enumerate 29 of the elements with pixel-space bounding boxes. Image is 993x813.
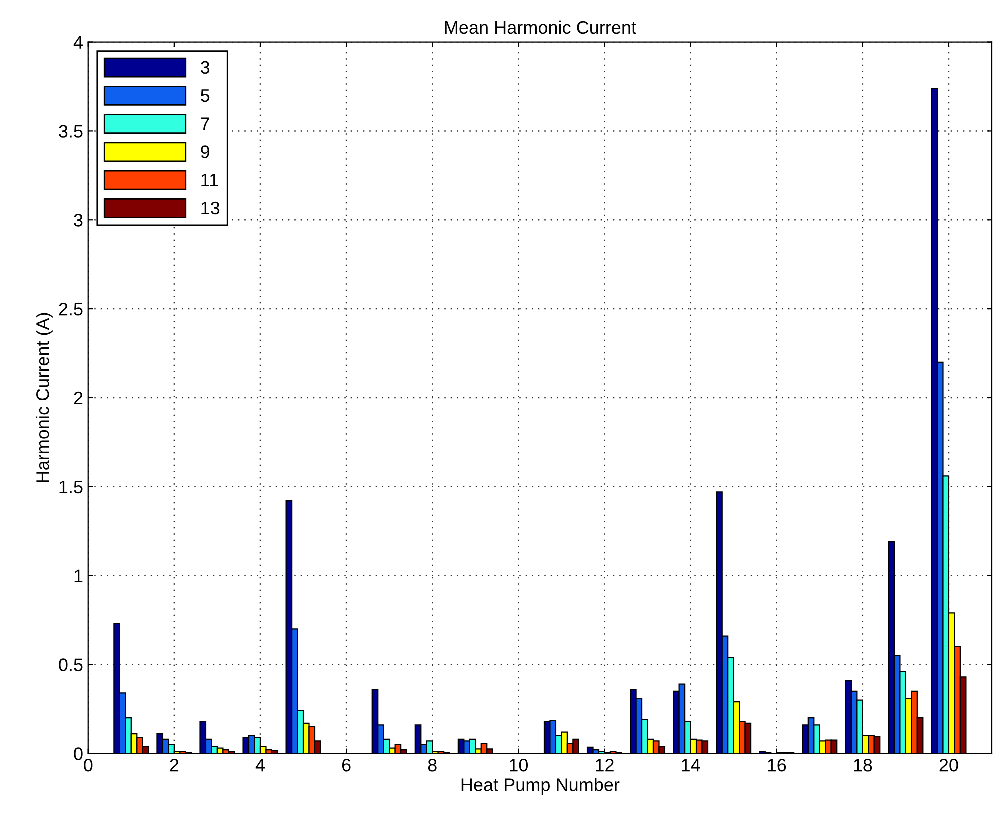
y-tick-label: 0 bbox=[74, 748, 83, 760]
chart-title: Mean Harmonic Current bbox=[445, 20, 636, 34]
y-tick-label: 3 bbox=[74, 214, 83, 227]
legend-label: 13 bbox=[202, 202, 220, 215]
y-tick-label: 2.5 bbox=[59, 302, 83, 316]
legend-label: 7 bbox=[201, 118, 210, 130]
y-tick-label: 0.5 bbox=[59, 658, 83, 672]
x-tick-label: 12 bbox=[596, 758, 614, 772]
legend-label: 5 bbox=[201, 90, 210, 102]
x-tick-label: 16 bbox=[768, 758, 786, 772]
x-tick-label: 0 bbox=[84, 758, 93, 772]
y-tick-label: 2 bbox=[74, 392, 83, 405]
x-tick-label: 6 bbox=[342, 758, 351, 772]
x-tick-label: 20 bbox=[940, 758, 958, 772]
y-tick-label: 1.5 bbox=[60, 481, 83, 494]
x-tick-label: 2 bbox=[170, 758, 179, 772]
x-tick-label: 14 bbox=[682, 759, 700, 772]
legend-label: 9 bbox=[201, 146, 210, 158]
x-tick-label: 8 bbox=[428, 758, 437, 772]
x-axis-title: Heat Pump Number bbox=[462, 778, 620, 795]
x-tick-label: 4 bbox=[256, 759, 265, 772]
x-tick-label: 10 bbox=[510, 758, 528, 772]
y-axis-title: Harmonic Current (A) bbox=[36, 313, 53, 482]
legend-label: 3 bbox=[201, 61, 210, 74]
y-tick-label: 3.5 bbox=[59, 125, 83, 138]
y-tick-label: 4 bbox=[74, 36, 83, 49]
legend-label: 11 bbox=[202, 174, 218, 186]
y-tick-label: 1 bbox=[74, 570, 83, 582]
x-tick-label: 18 bbox=[854, 758, 872, 772]
